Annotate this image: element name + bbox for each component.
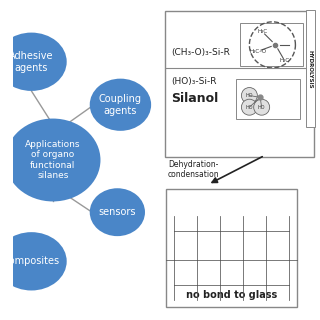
FancyBboxPatch shape [166, 189, 297, 308]
Text: (CH₃-O)₃-Si-R: (CH₃-O)₃-Si-R [171, 48, 230, 57]
Ellipse shape [0, 232, 67, 291]
Text: HO: HO [258, 105, 265, 110]
Text: H₃C–O: H₃C–O [250, 49, 267, 54]
Text: (HO)₃-Si-R: (HO)₃-Si-R [171, 77, 217, 86]
Text: Composites: Composites [3, 256, 60, 266]
FancyBboxPatch shape [306, 11, 316, 127]
Ellipse shape [0, 33, 67, 91]
Ellipse shape [5, 118, 100, 202]
Text: H₃C: H₃C [257, 29, 268, 34]
Circle shape [241, 99, 257, 115]
FancyBboxPatch shape [165, 11, 314, 157]
Text: Applications
of organo
functional
silanes: Applications of organo functional silane… [25, 140, 81, 180]
Text: no bond to glass: no bond to glass [186, 290, 277, 300]
Text: Silanol: Silanol [171, 92, 218, 105]
Text: Coupling
agents: Coupling agents [99, 94, 142, 116]
Text: HO: HO [246, 105, 253, 110]
Text: Dehydration-
condensation: Dehydration- condensation [168, 159, 220, 179]
Text: sensors: sensors [99, 207, 136, 217]
Circle shape [241, 88, 257, 103]
Text: H₃C: H₃C [280, 58, 290, 63]
Circle shape [254, 99, 270, 115]
FancyBboxPatch shape [240, 23, 303, 66]
FancyBboxPatch shape [236, 79, 300, 118]
Ellipse shape [90, 79, 151, 131]
Text: HO: HO [246, 93, 253, 98]
Text: Adhesive
agents: Adhesive agents [9, 51, 54, 73]
Ellipse shape [90, 188, 145, 236]
Text: HYDROLYSIS: HYDROLYSIS [308, 50, 313, 88]
